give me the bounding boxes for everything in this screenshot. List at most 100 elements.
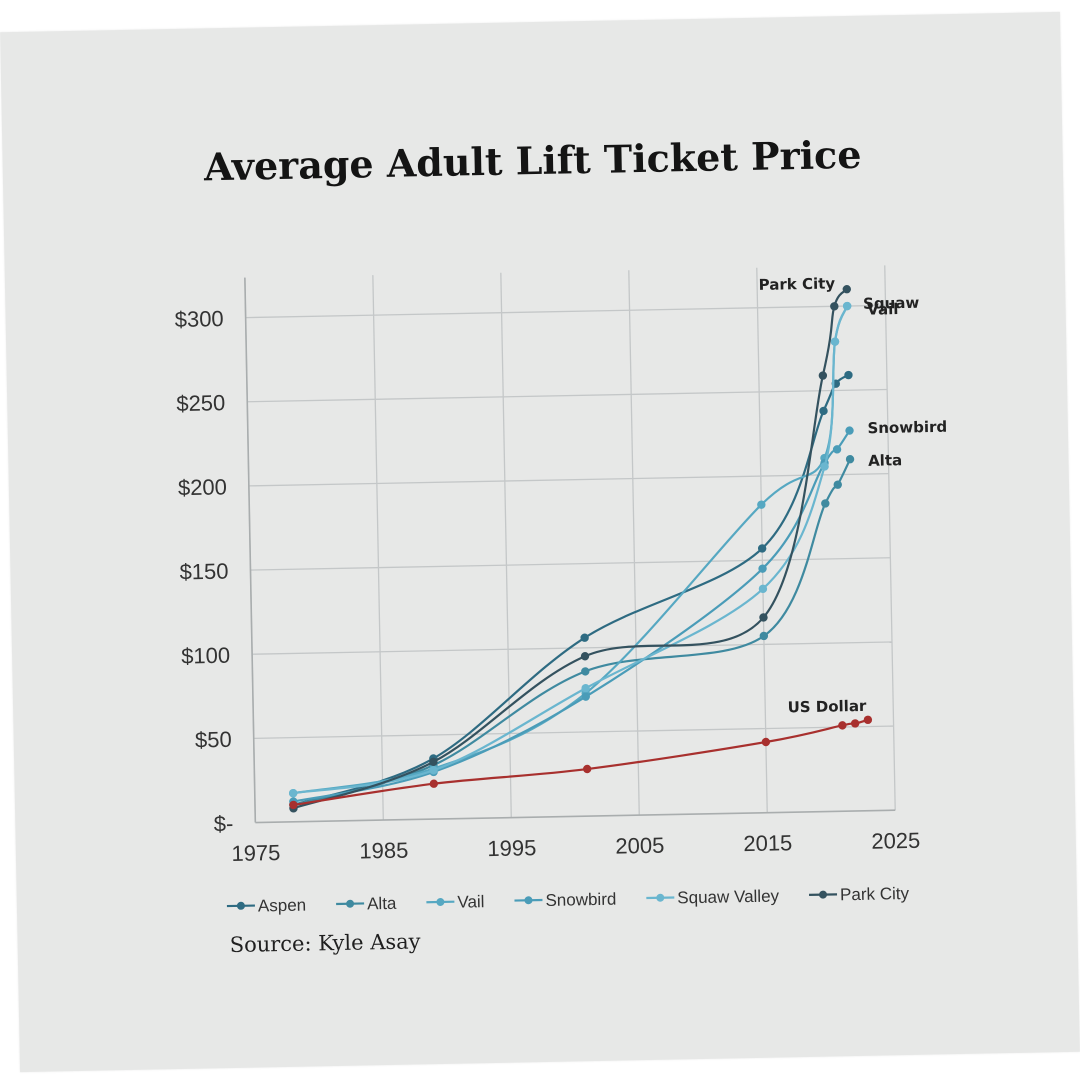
data-point-squaw-valley bbox=[581, 684, 590, 693]
series-line-snowbird bbox=[293, 430, 851, 803]
series-squaw-valley bbox=[288, 301, 852, 798]
axes bbox=[244, 277, 896, 824]
grid bbox=[244, 265, 896, 823]
data-point-us-dollar bbox=[429, 779, 439, 788]
data-point-squaw-valley bbox=[288, 788, 298, 798]
legend-item-squaw-valley: Squaw Valley bbox=[646, 886, 780, 907]
series-vail bbox=[288, 301, 852, 798]
end-label-snowbird: Snowbird bbox=[867, 418, 947, 438]
gridline-y-150 bbox=[250, 557, 891, 571]
data-point-snowbird bbox=[832, 445, 842, 454]
data-point-alta bbox=[759, 631, 769, 641]
y-tick-label: $- bbox=[214, 811, 234, 836]
data-point-us-dollar bbox=[289, 800, 298, 810]
data-point-snowbird bbox=[581, 692, 590, 701]
series-alta bbox=[289, 455, 855, 810]
data-point-us-dollar bbox=[863, 715, 873, 725]
data-point-snowbird bbox=[758, 564, 767, 573]
end-label-alta: Alta bbox=[868, 451, 902, 470]
y-tick-label: $300 bbox=[174, 306, 223, 332]
end-labels: Alta Vail Snowbird Squaw Park City US Dollar bbox=[759, 274, 948, 717]
y-axis bbox=[244, 277, 257, 823]
x-tick-label: 2025 bbox=[871, 828, 920, 854]
x-tick-label: 1985 bbox=[359, 838, 408, 864]
gridline-x-2015 bbox=[756, 267, 768, 813]
gridline-y-300 bbox=[245, 304, 886, 319]
series-line-park-city bbox=[293, 288, 848, 810]
gridline-y-200 bbox=[248, 472, 889, 487]
data-point-alta bbox=[581, 667, 590, 676]
data-point-squaw-valley bbox=[758, 584, 768, 594]
data-point-aspen bbox=[580, 633, 589, 642]
series-line-squaw-valley bbox=[292, 305, 849, 795]
data-point-us-dollar bbox=[582, 764, 592, 774]
legend-label: Vail bbox=[457, 892, 484, 912]
data-point-squaw-valley bbox=[830, 337, 840, 346]
y-tick-label: $250 bbox=[176, 390, 225, 416]
x-tick-label: 2015 bbox=[743, 830, 792, 856]
legend-swatch-dot bbox=[524, 896, 533, 905]
gridline-y-50 bbox=[253, 725, 894, 740]
end-label-vail: Vail bbox=[867, 300, 899, 319]
x-axis bbox=[255, 809, 896, 824]
data-point-us-dollar bbox=[850, 719, 860, 728]
gridline-y-250 bbox=[247, 388, 888, 403]
x-tick-label: 2005 bbox=[615, 833, 664, 859]
legend-item-park-city: Park City bbox=[809, 884, 910, 904]
end-label-us-dollar: US Dollar bbox=[787, 697, 867, 717]
series-park-city bbox=[289, 285, 852, 813]
data-point-alta bbox=[845, 455, 855, 464]
data-point-snowbird bbox=[845, 426, 854, 435]
legend: Aspen Alta Vail Snowbird Squaw Valley Park Ci… bbox=[226, 884, 910, 916]
legend-swatch-dot bbox=[236, 901, 245, 910]
line-chart: Average Adult Lift Ticket Price $- $50 $10… bbox=[174, 132, 948, 957]
data-point-park-city bbox=[580, 652, 590, 661]
gridline-y-100 bbox=[252, 641, 892, 655]
chart-title: Average Adult Lift Ticket Price bbox=[203, 132, 862, 190]
y-tick-label: $150 bbox=[179, 558, 228, 584]
data-point-park-city bbox=[818, 371, 828, 380]
data-point-vail bbox=[757, 500, 766, 509]
legend-item-aspen: Aspen bbox=[226, 896, 307, 916]
legend-label: Snowbird bbox=[545, 890, 616, 910]
legend-item-vail: Vail bbox=[426, 892, 485, 912]
series-lines bbox=[288, 285, 873, 813]
end-label-squaw: Squaw bbox=[863, 294, 920, 313]
x-tick-label: 1995 bbox=[487, 835, 536, 861]
gridline-x-1995 bbox=[500, 272, 512, 818]
data-point-us-dollar bbox=[838, 721, 847, 730]
data-point-us-dollar bbox=[761, 737, 771, 747]
tick-labels: $- $50 $100 $150 $200 $250 $300 1975 1985 1995 200… bbox=[174, 306, 920, 866]
data-point-aspen bbox=[757, 544, 767, 553]
series-aspen bbox=[289, 370, 853, 810]
data-point-park-city bbox=[830, 302, 839, 311]
legend-label: Alta bbox=[367, 894, 397, 914]
legend-swatch-dot bbox=[346, 899, 355, 908]
x-tick-label: 1975 bbox=[231, 840, 280, 866]
gridline-x-2005 bbox=[628, 270, 640, 816]
series-line-alta bbox=[293, 458, 852, 807]
data-point-aspen bbox=[844, 370, 853, 380]
series-us-dollar bbox=[289, 715, 873, 810]
end-label-park-city: Park City bbox=[759, 274, 836, 293]
legend-label: Aspen bbox=[258, 896, 307, 916]
gridline-x-2025 bbox=[884, 265, 896, 811]
legend-swatch-dot bbox=[656, 893, 665, 902]
data-point-squaw-valley bbox=[429, 766, 438, 775]
data-point-park-city bbox=[759, 613, 768, 622]
legend-item-snowbird: Snowbird bbox=[514, 890, 617, 910]
gridline-x-1985 bbox=[372, 275, 384, 821]
legend-swatch-dot bbox=[436, 897, 445, 906]
legend-swatch-dot bbox=[819, 890, 828, 899]
legend-item-alta: Alta bbox=[336, 894, 397, 914]
chart-card: Average Adult Lift Ticket Price $- $50 $10… bbox=[0, 11, 1080, 1073]
y-tick-label: $200 bbox=[178, 474, 227, 500]
data-point-squaw-valley bbox=[842, 301, 852, 311]
y-tick-label: $50 bbox=[195, 727, 232, 753]
data-point-park-city bbox=[842, 285, 852, 294]
data-point-alta bbox=[833, 480, 842, 489]
series-line-vail bbox=[292, 305, 849, 795]
source-note: Source: Kyle Asay bbox=[229, 929, 420, 957]
data-point-squaw-valley bbox=[820, 462, 829, 471]
data-point-alta bbox=[821, 499, 830, 508]
